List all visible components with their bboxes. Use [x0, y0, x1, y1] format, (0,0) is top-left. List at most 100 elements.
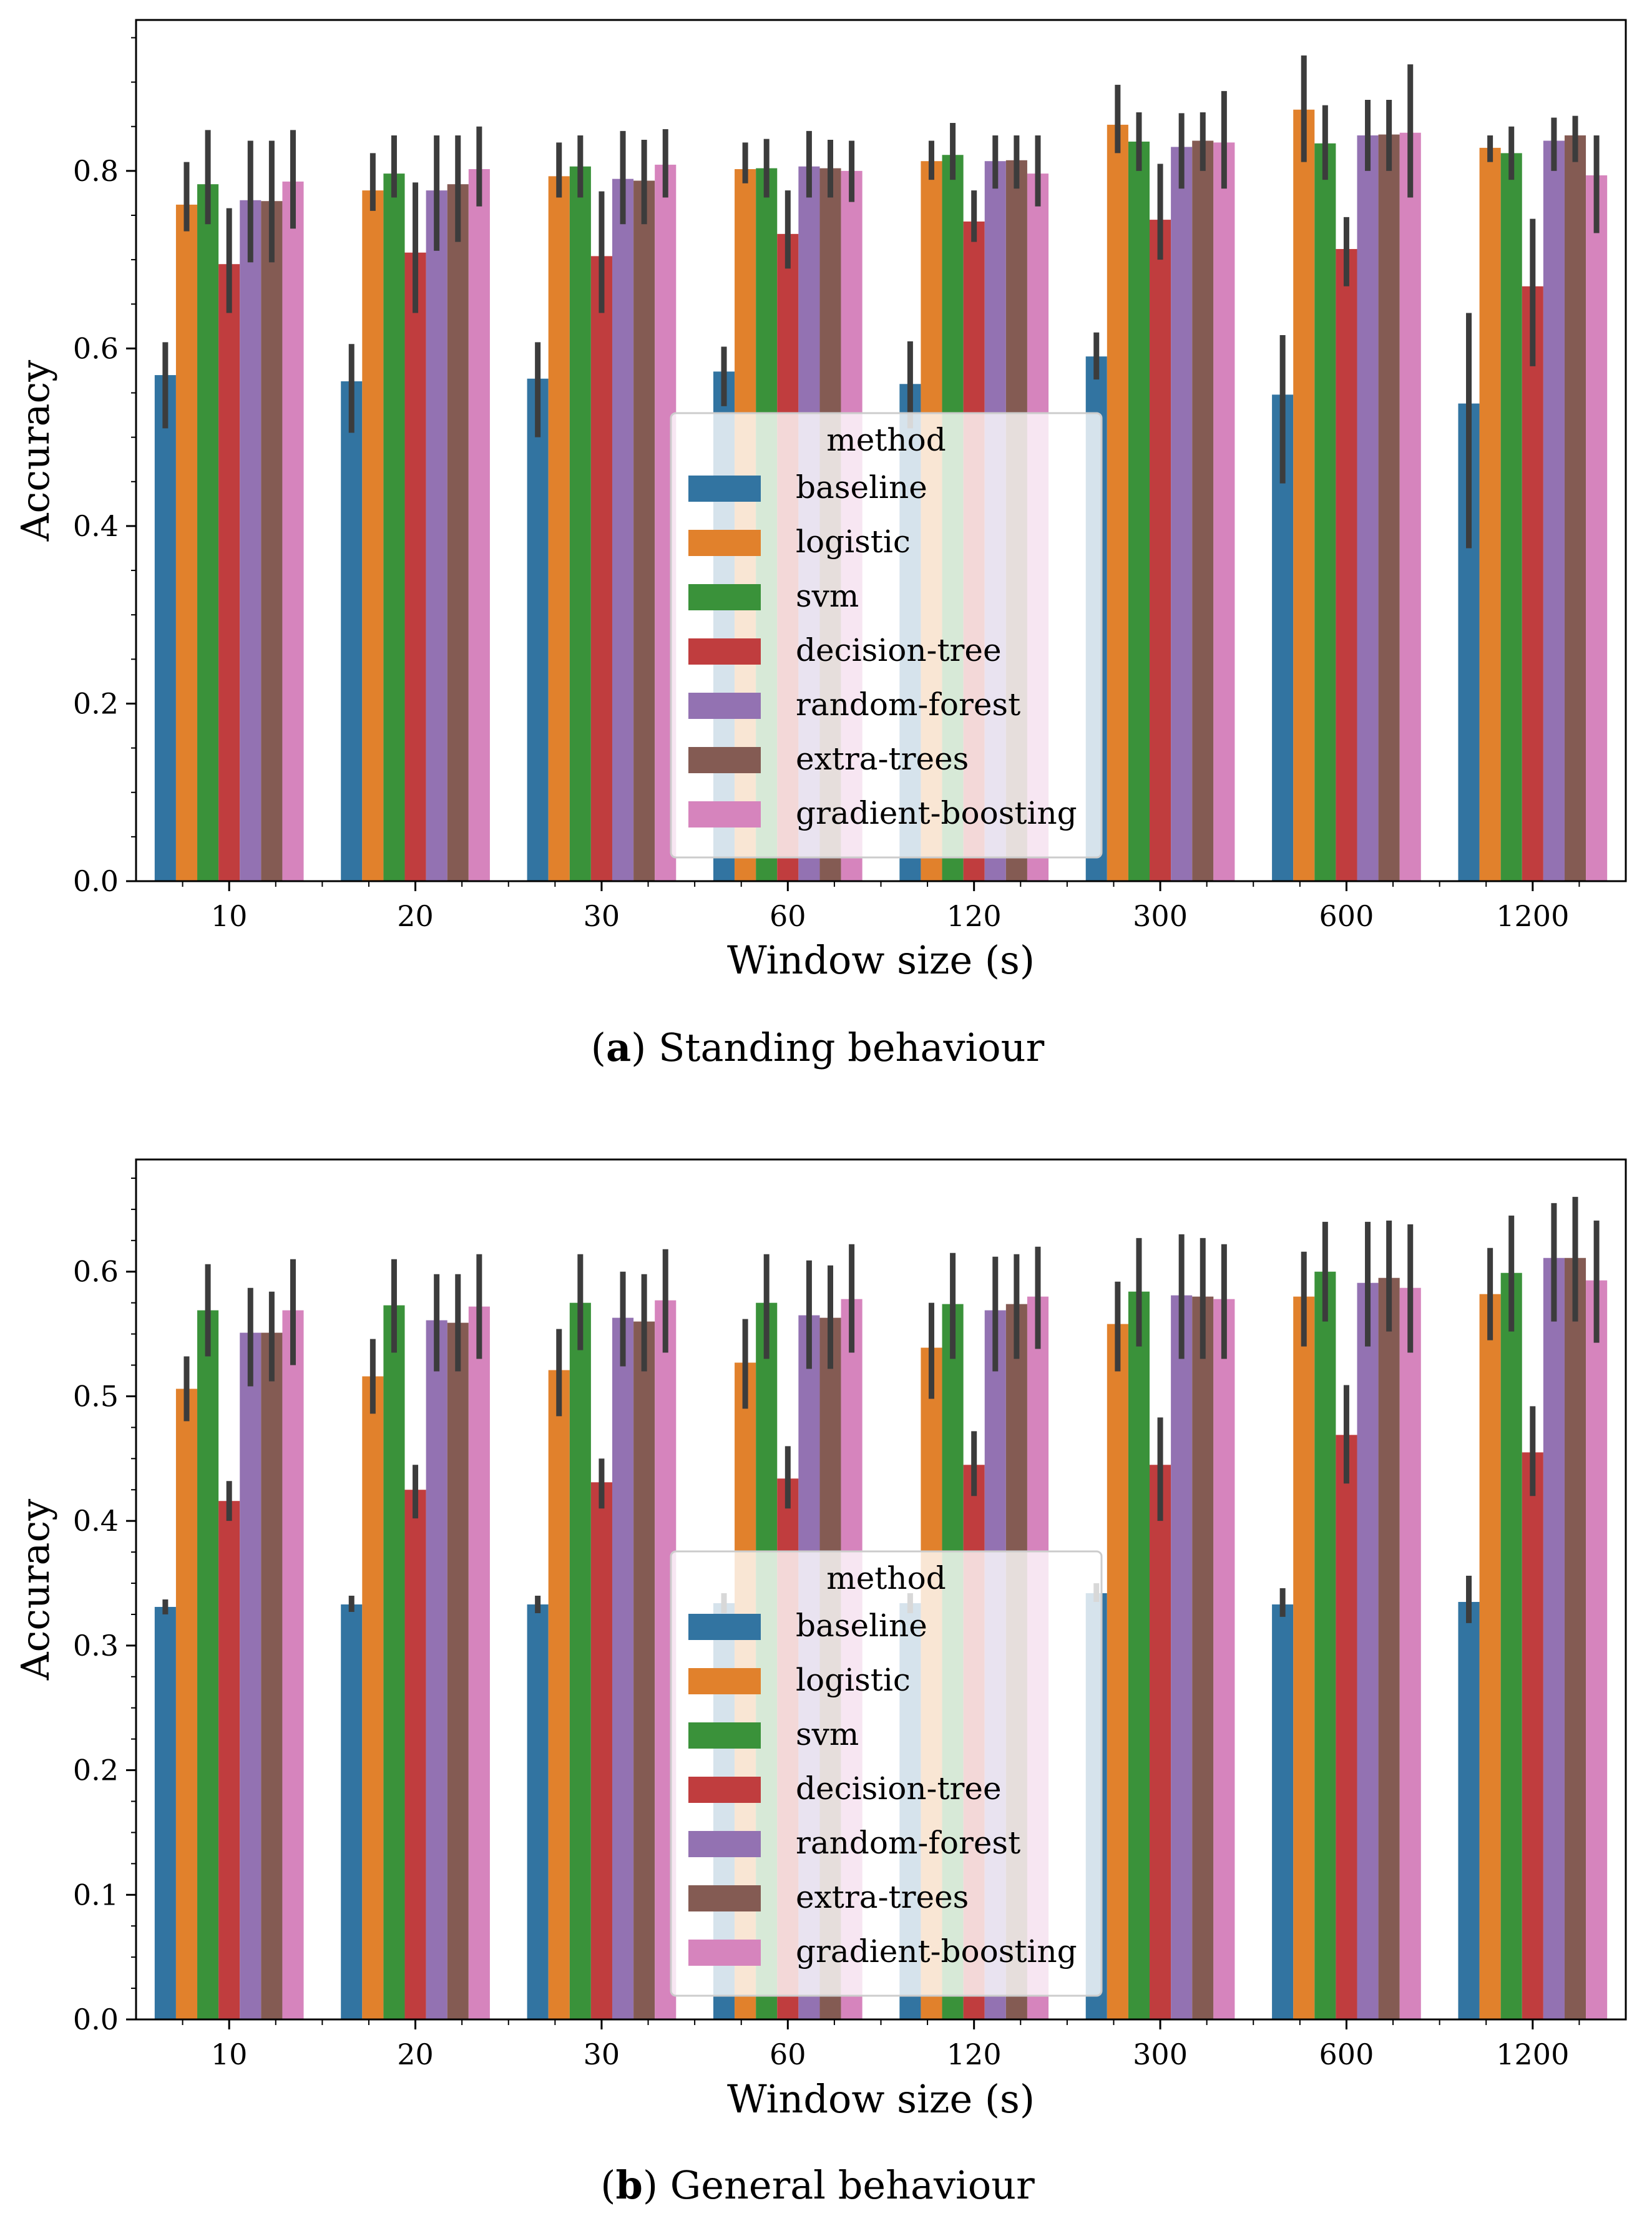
- legend-label-logistic: logistic: [796, 1662, 911, 1698]
- x-tick-label: 10: [211, 2038, 248, 2071]
- bar-svm-10: [197, 184, 219, 882]
- bar-extra-trees-300: [1192, 140, 1214, 882]
- bar-extra-trees-20: [447, 184, 469, 882]
- legend-swatch-logistic: [688, 530, 761, 556]
- y-tick-label: 0.1: [73, 1878, 119, 1911]
- bar-random-forest-20: [426, 190, 447, 881]
- y-axis-label: Accuracy: [12, 360, 58, 542]
- bar-decision-tree-600: [1336, 249, 1357, 882]
- legend-swatch-extra-trees: [688, 1885, 761, 1911]
- legend-box: [670, 1550, 1103, 1997]
- bar-random-forest-20: [426, 1320, 447, 2019]
- bar-random-forest-30: [612, 178, 634, 881]
- y-tick-label: 0.3: [73, 1629, 119, 1662]
- bar-extra-trees-600: [1378, 134, 1400, 882]
- x-tick-label: 120: [947, 899, 1002, 933]
- legend-label-decision-tree: decision-tree: [796, 1770, 1002, 1807]
- x-tick-label: 60: [770, 2038, 806, 2071]
- y-tick-label: 0.0: [73, 2003, 119, 2036]
- y-tick-label: 0.5: [73, 1379, 119, 1413]
- legend-label-gradient-boosting: gradient-boosting: [796, 795, 1077, 831]
- x-tick-label: 600: [1319, 2038, 1374, 2071]
- bar-baseline-30: [527, 378, 549, 881]
- legend-title: method: [826, 1560, 946, 1596]
- bar-decision-tree-20: [404, 1490, 426, 2019]
- bar-random-forest-1200: [1543, 1257, 1565, 2019]
- bar-logistic-600: [1293, 109, 1315, 882]
- bar-extra-trees-10: [261, 1332, 283, 2019]
- legend-swatch-random-forest: [688, 1831, 761, 1857]
- y-axis-label: Accuracy: [12, 1499, 58, 1681]
- bar-random-forest-600: [1357, 1282, 1379, 2019]
- y-tick-label: 0.0: [73, 864, 119, 898]
- y-tick-label: 0.2: [73, 1754, 119, 1787]
- y-tick-label: 0.6: [73, 331, 119, 365]
- y-tick-label: 0.2: [73, 686, 119, 720]
- bar-baseline-600: [1272, 1604, 1294, 2019]
- legend-swatch-random-forest: [688, 693, 761, 719]
- bar-decision-tree-30: [590, 256, 612, 881]
- bar-random-forest-300: [1171, 147, 1193, 881]
- bar-extra-trees-30: [633, 1321, 655, 2019]
- bar-baseline-20: [341, 1604, 363, 2019]
- bar-logistic-300: [1107, 1324, 1128, 2019]
- bar-decision-tree-20: [404, 252, 426, 881]
- bar-svm-300: [1128, 141, 1150, 881]
- y-tick-label: 0.4: [73, 509, 119, 543]
- bar-random-forest-300: [1171, 1295, 1193, 2019]
- bar-gradient-boosting-10: [282, 181, 304, 881]
- bar-svm-10: [197, 1310, 219, 2019]
- bar-baseline-10: [154, 1606, 176, 2019]
- bar-decision-tree-10: [218, 1501, 240, 2019]
- bar-extra-trees-600: [1378, 1277, 1400, 2019]
- bar-extra-trees-20: [447, 1322, 469, 2019]
- bar-gradient-boosting-10: [282, 1310, 304, 2019]
- legend-label-logistic: logistic: [796, 524, 911, 560]
- legend-swatch-gradient-boosting: [688, 1940, 761, 1966]
- x-tick-label: 1200: [1496, 2038, 1569, 2071]
- bar-gradient-boosting-1200: [1586, 175, 1608, 881]
- x-tick-label: 600: [1319, 899, 1374, 933]
- legend-swatch-logistic: [688, 1668, 761, 1694]
- bar-baseline-20: [341, 381, 363, 881]
- bar-svm-600: [1314, 1271, 1336, 2019]
- legend-label-random-forest: random-forest: [796, 686, 1020, 723]
- legend-label-baseline: baseline: [796, 1608, 927, 1644]
- bar-decision-tree-1200: [1522, 286, 1543, 881]
- bar-logistic-1200: [1479, 147, 1501, 882]
- x-tick-label: 120: [947, 2038, 1002, 2071]
- bar-logistic-20: [362, 190, 384, 881]
- bar-svm-300: [1128, 1291, 1150, 2019]
- bar-gradient-boosting-600: [1399, 1287, 1421, 2019]
- bar-baseline-10: [154, 375, 176, 881]
- bar-gradient-boosting-600: [1399, 132, 1421, 881]
- legend-label-svm: svm: [796, 578, 859, 614]
- legend-swatch-svm: [688, 1722, 761, 1749]
- bar-gradient-boosting-300: [1213, 142, 1235, 882]
- legend: method baseline logistic svm decision-tree ra…: [670, 1550, 1103, 1997]
- bar-svm-20: [383, 1305, 405, 2019]
- bar-extra-trees-30: [633, 180, 655, 882]
- y-tick-label: 0.4: [73, 1504, 119, 1538]
- legend-label-svm: svm: [796, 1716, 859, 1752]
- legend-box: [670, 412, 1103, 859]
- caption: (a) Standing behaviour: [591, 1025, 1045, 1070]
- bar-svm-20: [383, 173, 405, 881]
- bar-decision-tree-10: [218, 264, 240, 881]
- bar-gradient-boosting-1200: [1586, 1280, 1608, 2019]
- legend: method baseline logistic svm decision-tree ra…: [670, 412, 1103, 859]
- x-tick-label: 60: [770, 899, 806, 933]
- y-tick-label: 0.8: [73, 154, 119, 188]
- legend-swatch-extra-trees: [688, 747, 761, 773]
- legend-label-extra-trees: extra-trees: [796, 741, 969, 777]
- x-tick-label: 30: [584, 899, 620, 933]
- bar-svm-1200: [1500, 1272, 1522, 2019]
- bar-decision-tree-600: [1336, 1435, 1357, 2019]
- bar-random-forest-600: [1357, 135, 1379, 881]
- x-tick-label: 20: [397, 2038, 434, 2071]
- bar-logistic-10: [175, 1389, 198, 2019]
- legend-swatch-svm: [688, 584, 761, 610]
- bar-decision-tree-1200: [1522, 1452, 1543, 2019]
- chart-panel-b: method baseline logistic svm decision-tree ra…: [12, 1158, 1627, 2208]
